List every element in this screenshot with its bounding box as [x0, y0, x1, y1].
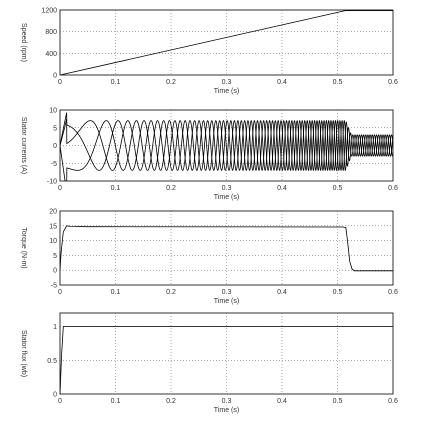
y-axis-label: Stator flux (wb): [20, 330, 27, 377]
x-tick-label: 0.6: [388, 185, 398, 192]
chart-panel-1: 0 0.1 0.2 0.3 0.4 0.5 0.6 0 400 800 1200 Time (s) Sp…: [20, 8, 398, 96]
y-tick-label: 10: [49, 108, 57, 115]
series-line: [60, 118, 393, 172]
x-tick-label: 0.1: [111, 289, 121, 296]
x-tick-label: 0.2: [166, 79, 176, 86]
x-tick-label: 0.1: [111, 79, 121, 86]
y-tick-label: 15: [49, 223, 57, 230]
x-tick-label: 0.5: [333, 79, 343, 86]
x-tick-label: 0.4: [277, 289, 287, 296]
x-tick-label: 0.2: [166, 289, 176, 296]
y-tick-label: 20: [49, 209, 57, 216]
series-line: [60, 119, 393, 181]
y-tick-label: 0: [53, 392, 57, 399]
x-tick-label: 0: [58, 79, 62, 86]
y-tick-label: 0.5: [47, 358, 57, 365]
y-tick-label: -5: [51, 161, 57, 168]
series-line: [60, 225, 393, 272]
series-line: [60, 112, 393, 172]
x-tick-label: 0.6: [388, 398, 398, 405]
y-axis-label: Stator currents (A): [20, 117, 27, 174]
x-tick-label: 0.3: [222, 289, 232, 296]
x-tick-label: 0.3: [222, 398, 232, 405]
y-tick-label: 0: [53, 73, 57, 80]
y-tick-label: 5: [53, 125, 57, 132]
x-tick-label: 0.5: [333, 398, 343, 405]
chart-panel-2: 0 0.1 0.2 0.3 0.4 0.5 0.6 -10 -5 0 5 10 Time (s) Stat…: [20, 108, 398, 202]
y-tick-label: -5: [51, 283, 57, 290]
x-tick-label: 0.6: [388, 289, 398, 296]
y-tick-label: 5: [53, 253, 57, 260]
x-tick-label: 0.5: [333, 289, 343, 296]
series-line: [60, 326, 393, 394]
x-axis-label: Time (s): [214, 298, 239, 305]
y-axis-label: Speed (rpm): [20, 23, 27, 62]
y-tick-label: 0: [53, 268, 57, 275]
x-axis-label: Time (s): [214, 88, 239, 95]
x-tick-label: 0.1: [111, 398, 121, 405]
x-tick-label: 0.2: [166, 185, 176, 192]
x-tick-label: 0.4: [277, 79, 287, 86]
x-tick-label: 0.3: [222, 185, 232, 192]
y-tick-label: 1: [53, 324, 57, 331]
series-line: [60, 10, 393, 75]
y-tick-label: 400: [45, 51, 57, 58]
x-axis-label: Time (s): [214, 407, 239, 414]
x-axis-label: Time (s): [214, 194, 239, 201]
chart-panel-4: 0 0.1 0.2 0.3 0.4 0.5 0.6 0 0.5 1 Time (s) Stator f…: [20, 312, 398, 414]
x-tick-label: 0.1: [111, 185, 121, 192]
y-tick-label: 0: [53, 143, 57, 150]
y-tick-label: -10: [47, 179, 57, 186]
x-tick-label: 0: [58, 185, 62, 192]
x-tick-label: 0.2: [166, 398, 176, 405]
x-tick-label: 0: [58, 289, 62, 296]
x-tick-label: 0.4: [277, 185, 287, 192]
x-tick-label: 0.3: [222, 79, 232, 86]
y-tick-label: 10: [49, 238, 57, 245]
x-tick-label: 0.6: [388, 79, 398, 86]
y-axis-label: Torque (N-m): [20, 227, 27, 268]
x-tick-label: 0.5: [333, 185, 343, 192]
x-tick-label: 0: [58, 398, 62, 405]
y-tick-label: 1200: [41, 8, 57, 15]
y-tick-label: 800: [45, 29, 57, 36]
x-tick-label: 0.4: [277, 398, 287, 405]
